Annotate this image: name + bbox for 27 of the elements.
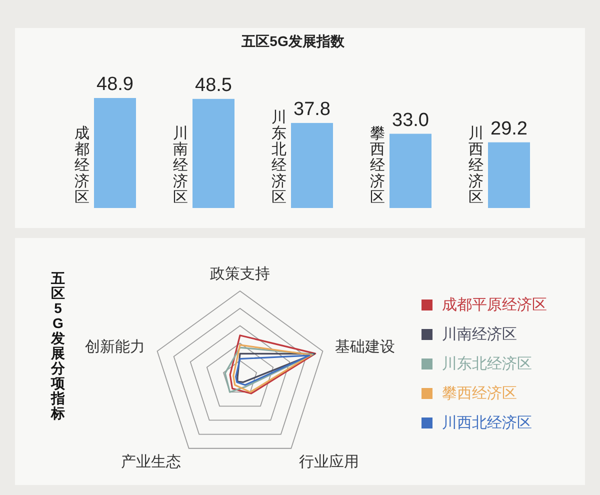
bar	[390, 134, 432, 208]
data-label: 48.9	[96, 74, 134, 95]
x-tick-label: 川南经济区	[173, 125, 188, 206]
data-label: 48.5	[195, 74, 232, 96]
spoke-label: 创新能力	[84, 338, 145, 356]
chart-title: 五区5G发展指数	[240, 33, 346, 49]
legend-label: 川西北经济区	[442, 414, 532, 432]
legend-label: 川南经济区	[442, 326, 517, 343]
x-tick-label: 川东北经济区	[272, 109, 286, 206]
legend-label: 川东北经济区	[442, 356, 532, 372]
legend-label: 攀西经济区	[442, 385, 517, 402]
spoke-label: 基础建设	[335, 338, 396, 356]
chart-title: 五区5G发展分项指标	[51, 270, 65, 421]
data-label: 33.0	[392, 110, 429, 131]
spoke-label: 行业应用	[298, 453, 359, 470]
bar	[291, 122, 333, 208]
x-tick-label: 攀西经济区	[370, 125, 385, 206]
legend-label: 成都平原经济区	[442, 296, 547, 314]
bar	[192, 98, 234, 208]
bar	[488, 142, 530, 208]
x-tick-label: 成都经济区	[74, 125, 90, 206]
bar	[94, 98, 136, 208]
x-tick-label: 川西经济区	[468, 125, 484, 206]
data-label: 29.2	[490, 118, 528, 140]
spoke-label: 政策支持	[210, 266, 270, 282]
data-label: 37.8	[294, 98, 330, 120]
spoke-label: 产业生态	[121, 453, 182, 470]
